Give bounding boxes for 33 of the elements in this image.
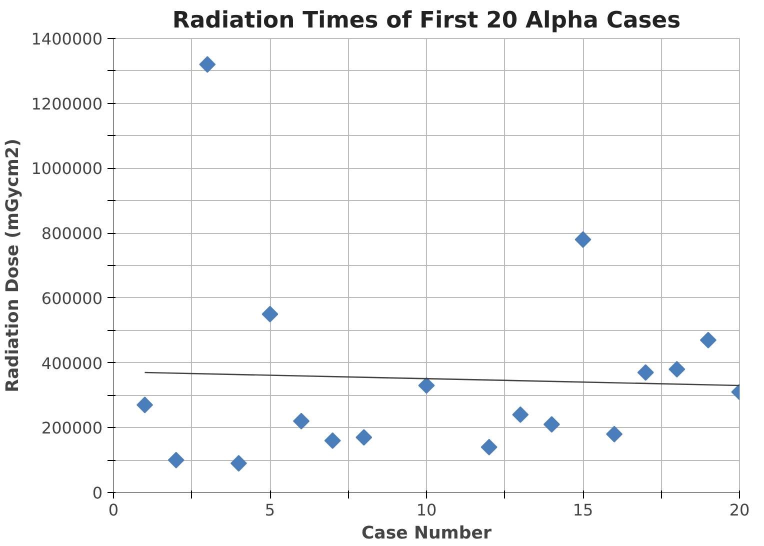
point — [637, 364, 654, 381]
x-axis-title: Case Number — [361, 524, 492, 544]
y-tick-label: 200000 — [41, 418, 102, 438]
y-tick-label: 800000 — [41, 224, 102, 244]
point — [606, 426, 623, 442]
point — [293, 412, 310, 430]
point — [700, 332, 716, 348]
y-axis-title: Radiation Dose (mGycm2) — [3, 138, 24, 392]
y-tick-label: 1000000 — [31, 159, 103, 178]
x-tick-label: 15 — [572, 500, 594, 520]
point — [230, 455, 247, 472]
point — [668, 360, 686, 378]
y-tick-label: 400000 — [41, 354, 102, 373]
y-tick-label: 600000 — [41, 288, 102, 308]
point — [356, 429, 372, 446]
x-tick-label: 0 — [108, 500, 119, 520]
point — [418, 377, 435, 394]
point — [480, 438, 498, 456]
point — [199, 56, 216, 73]
point — [512, 406, 529, 423]
x-tick-label: 20 — [729, 500, 750, 520]
y-tick-label: 0 — [92, 484, 103, 502]
chart-title: Radiation Times of First 20 Alpha Cases — [172, 8, 681, 34]
point — [168, 452, 184, 468]
y-tick-label: 1400000 — [31, 30, 103, 48]
point — [324, 432, 341, 449]
point — [136, 396, 154, 414]
y-tick-label: 1200000 — [31, 94, 103, 114]
point — [543, 416, 560, 433]
x-tick-label: 5 — [264, 500, 276, 520]
x-tick-label: 10 — [416, 500, 437, 520]
point — [262, 306, 278, 322]
point — [574, 231, 592, 248]
